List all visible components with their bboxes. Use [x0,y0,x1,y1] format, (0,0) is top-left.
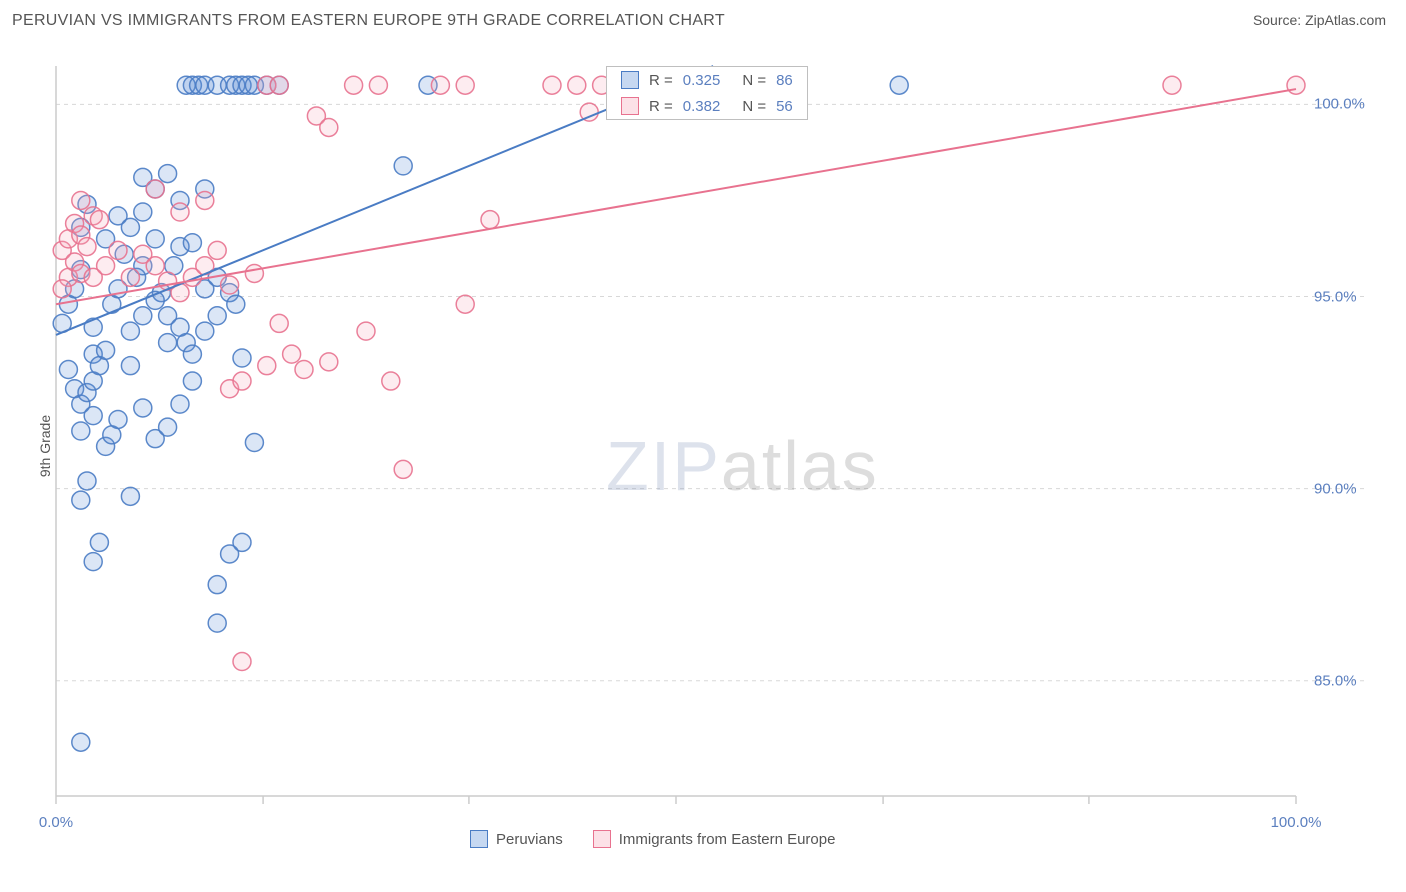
legend-r-value-1: 0.325 [683,72,721,89]
y-tick-label: 85.0% [1314,672,1360,689]
legend-r-label-1: R = [649,72,673,89]
legend-swatch-1b [470,830,488,848]
x-tick-label: 0.0% [39,814,73,831]
y-tick-label: 95.0% [1314,288,1360,305]
legend-n-label-2: N = [742,98,766,115]
source-label: Source: [1253,12,1305,28]
chart-title: PERUVIAN VS IMMIGRANTS FROM EASTERN EURO… [12,12,725,30]
legend-r-value-2: 0.382 [683,98,721,115]
legend-row-series-2: R = 0.382 N = 56 [607,93,807,119]
y-tick-label: 100.0% [1314,96,1360,113]
source-attribution: Source: ZipAtlas.com [1253,12,1386,28]
legend-r-label-2: R = [649,98,673,115]
legend-n-label-1: N = [742,72,766,89]
legend-label-1: Peruvians [496,831,563,848]
series-legend: Peruvians Immigrants from Eastern Europe [470,830,835,848]
legend-n-value-1: 86 [776,72,793,89]
legend-swatch-2b [593,830,611,848]
correlation-legend: R = 0.325 N = 86 R = 0.382 N = 56 [606,66,808,120]
source-link[interactable]: ZipAtlas.com [1305,12,1386,28]
legend-swatch-1 [621,71,639,89]
scatter-plot-svg [46,56,1366,816]
legend-n-value-2: 56 [776,98,793,115]
y-tick-label: 90.0% [1314,480,1360,497]
plot-area: 85.0%90.0%95.0%100.0% 0.0%100.0% R = 0.3… [46,56,1366,816]
legend-row-series-1: R = 0.325 N = 86 [607,67,807,93]
x-tick-label: 100.0% [1271,814,1322,831]
legend-item-2: Immigrants from Eastern Europe [593,830,836,848]
legend-swatch-2 [621,97,639,115]
legend-label-2: Immigrants from Eastern Europe [619,831,836,848]
legend-item-1: Peruvians [470,830,563,848]
